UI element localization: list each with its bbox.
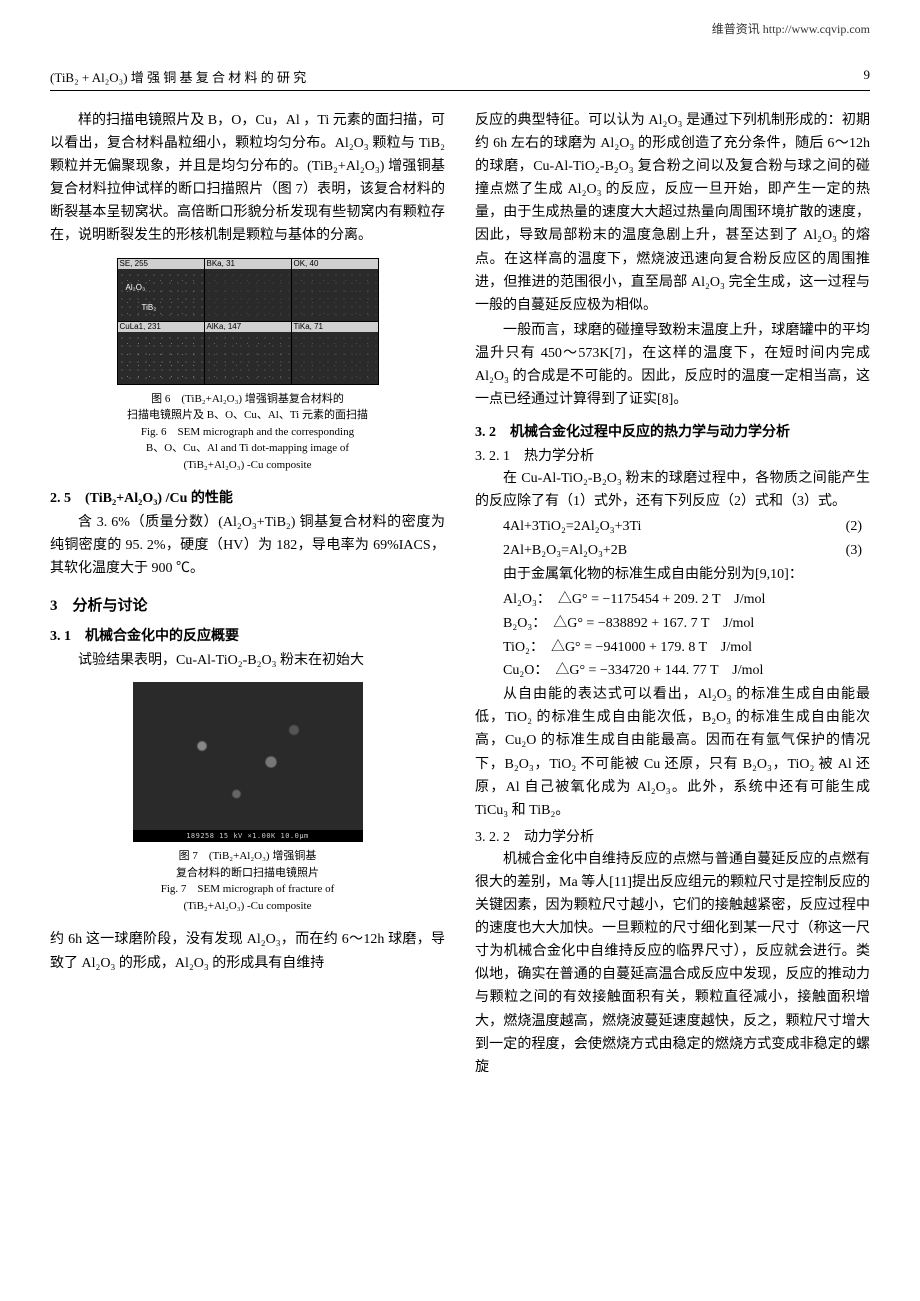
header-title: (TiB₂ + Al₂O₃) 增 强 铜 基 复 合 材 料 的 研 究 bbox=[50, 67, 306, 86]
sem-marker: TiB₂ bbox=[142, 303, 157, 312]
caption-line: 图 7 (TiB₂+Al₂O₃) 增强铜基 bbox=[50, 848, 445, 865]
sem-cell-al: AlKa, 147 bbox=[205, 322, 291, 384]
caption-line: (TiB₂+Al₂O₃) -Cu composite bbox=[50, 457, 445, 474]
gibbs-cu2o: Cu₂O： △G° = −334720 + 144. 77 T J/mol bbox=[475, 659, 870, 683]
gibbs-tio2: TiO₂： △G° = −941000 + 179. 8 T J/mol bbox=[475, 636, 870, 660]
equation-formula: 2Al+B₂O₃=Al₂O₃+2B bbox=[503, 539, 627, 563]
caption-line: Fig. 6 SEM micrograph and the correspond… bbox=[50, 424, 445, 441]
sem-cell-label: TiKa, 71 bbox=[292, 322, 378, 333]
caption-line: Fig. 7 SEM micrograph of fracture of bbox=[50, 881, 445, 898]
para: 在 Cu-Al-TiO₂-B₂O₃ 粉末的球磨过程中，各物质之间能产生的反应除了… bbox=[475, 467, 870, 513]
para: 机械合金化中自维持反应的点燃与普通自蔓延反应的点燃有很大的差别，Ma 等人[11… bbox=[475, 848, 870, 1079]
sem-fracture-image: 189258 15 kV ×1.00K 10.0μm bbox=[133, 682, 363, 842]
source-link: 维普资讯 http://www.cqvip.com bbox=[50, 20, 870, 37]
caption-line: B、O、Cu、Al and Ti dot-mapping image of bbox=[50, 440, 445, 457]
equation-formula: 4Al+3TiO₂=2Al₂O₃+3Ti bbox=[503, 515, 641, 539]
section-2-5-heading: 2. 5 (TiB₂+Al₂O₃) /Cu 的性能 bbox=[50, 487, 445, 507]
gibbs-al2o3: Al₂O₃： △G° = −1175454 + 209. 2 T J/mol bbox=[475, 588, 870, 612]
figure-7-caption: 图 7 (TiB₂+Al₂O₃) 增强铜基 复合材料的断口扫描电镜照片 Fig.… bbox=[50, 848, 445, 914]
sem-cell-label: OK, 40 bbox=[292, 259, 378, 270]
para: 由于金属氧化物的标准生成自由能分别为[9,10]： bbox=[475, 563, 870, 586]
para: 样的扫描电镜照片及 B，O，Cu，Al ，Ti 元素的面扫描，可以看出，复合材料… bbox=[50, 109, 445, 248]
para: 约 6h 这一球磨阶段，没有发现 Al₂O₃，而在约 6～12h 球磨，导致了 … bbox=[50, 928, 445, 974]
sem-cell-se: SE, 255 Al₂O₃ TiB₂ bbox=[118, 259, 204, 321]
running-header: (TiB₂ + Al₂O₃) 增 强 铜 基 复 合 材 料 的 研 究 9 bbox=[50, 67, 870, 91]
right-column: 反应的典型特征。可以认为 Al₂O₃ 是通过下列机制形成的：初期约 6h 左右的… bbox=[475, 109, 870, 1081]
sem-cell-cu: CuLa1, 231 bbox=[118, 322, 204, 384]
left-column: 样的扫描电镜照片及 B，O，Cu，Al ，Ti 元素的面扫描，可以看出，复合材料… bbox=[50, 109, 445, 1081]
sem-info-bar: 189258 15 kV ×1.00K 10.0μm bbox=[133, 830, 363, 842]
sem-cell-label: AlKa, 147 bbox=[205, 322, 291, 333]
para: 一般而言，球磨的碰撞导致粉末温度上升，球磨罐中的平均温升只有 450～573K[… bbox=[475, 319, 870, 411]
section-3-heading: 3 分析与讨论 bbox=[50, 594, 445, 615]
section-3-1-heading: 3. 1 机械合金化中的反应概要 bbox=[50, 625, 445, 645]
caption-line: 扫描电镜照片及 B、O、Cu、Al、Ti 元素的面扫描 bbox=[50, 407, 445, 424]
caption-line: (TiB₂+Al₂O₃) -Cu composite bbox=[50, 898, 445, 915]
figure-6-caption: 图 6 (TiB₂+Al₂O₃) 增强铜基复合材料的 扫描电镜照片及 B、O、C… bbox=[50, 391, 445, 474]
figure-6: SE, 255 Al₂O₃ TiB₂ BKa, 31 OK, 40 C bbox=[50, 258, 445, 474]
sem-grid: SE, 255 Al₂O₃ TiB₂ BKa, 31 OK, 40 C bbox=[117, 258, 379, 385]
sem-cell-b: BKa, 31 bbox=[205, 259, 291, 321]
section-3-2-1-heading: 3. 2. 1 热力学分析 bbox=[475, 445, 870, 465]
sem-cell-label: CuLa1, 231 bbox=[118, 322, 204, 333]
sem-cell-label: SE, 255 bbox=[118, 259, 204, 270]
para: 从自由能的表达式可以看出，Al₂O₃ 的标准生成自由能最低，TiO₂ 的标准生成… bbox=[475, 683, 870, 822]
figure-7: 189258 15 kV ×1.00K 10.0μm 图 7 (TiB₂+Al₂… bbox=[50, 682, 445, 914]
para: 试验结果表明，Cu-Al-TiO₂-B₂O₃ 粉末在初始大 bbox=[50, 649, 445, 672]
section-3-2-heading: 3. 2 机械合金化过程中反应的热力学与动力学分析 bbox=[475, 421, 870, 441]
para: 含 3. 6%（质量分数）(Al₂O₃+TiB₂) 铜基复合材料的密度为纯铜密度… bbox=[50, 511, 445, 580]
equation-number: (2) bbox=[846, 515, 870, 539]
equation-3: 2Al+B₂O₃=Al₂O₃+2B (3) bbox=[475, 539, 870, 563]
sem-cell-o: OK, 40 bbox=[292, 259, 378, 321]
section-3-2-2-heading: 3. 2. 2 动力学分析 bbox=[475, 826, 870, 846]
gibbs-b2o3: B₂O₃： △G° = −838892 + 167. 7 T J/mol bbox=[475, 612, 870, 636]
caption-line: 图 6 (TiB₂+Al₂O₃) 增强铜基复合材料的 bbox=[50, 391, 445, 408]
caption-line: 复合材料的断口扫描电镜照片 bbox=[50, 865, 445, 882]
page-number: 9 bbox=[864, 67, 871, 86]
equation-number: (3) bbox=[846, 539, 870, 563]
sem-cell-label: BKa, 31 bbox=[205, 259, 291, 270]
equation-2: 4Al+3TiO₂=2Al₂O₃+3Ti (2) bbox=[475, 515, 870, 539]
sem-marker: Al₂O₃ bbox=[126, 283, 146, 292]
sem-cell-ti: TiKa, 71 bbox=[292, 322, 378, 384]
para: 反应的典型特征。可以认为 Al₂O₃ 是通过下列机制形成的：初期约 6h 左右的… bbox=[475, 109, 870, 317]
